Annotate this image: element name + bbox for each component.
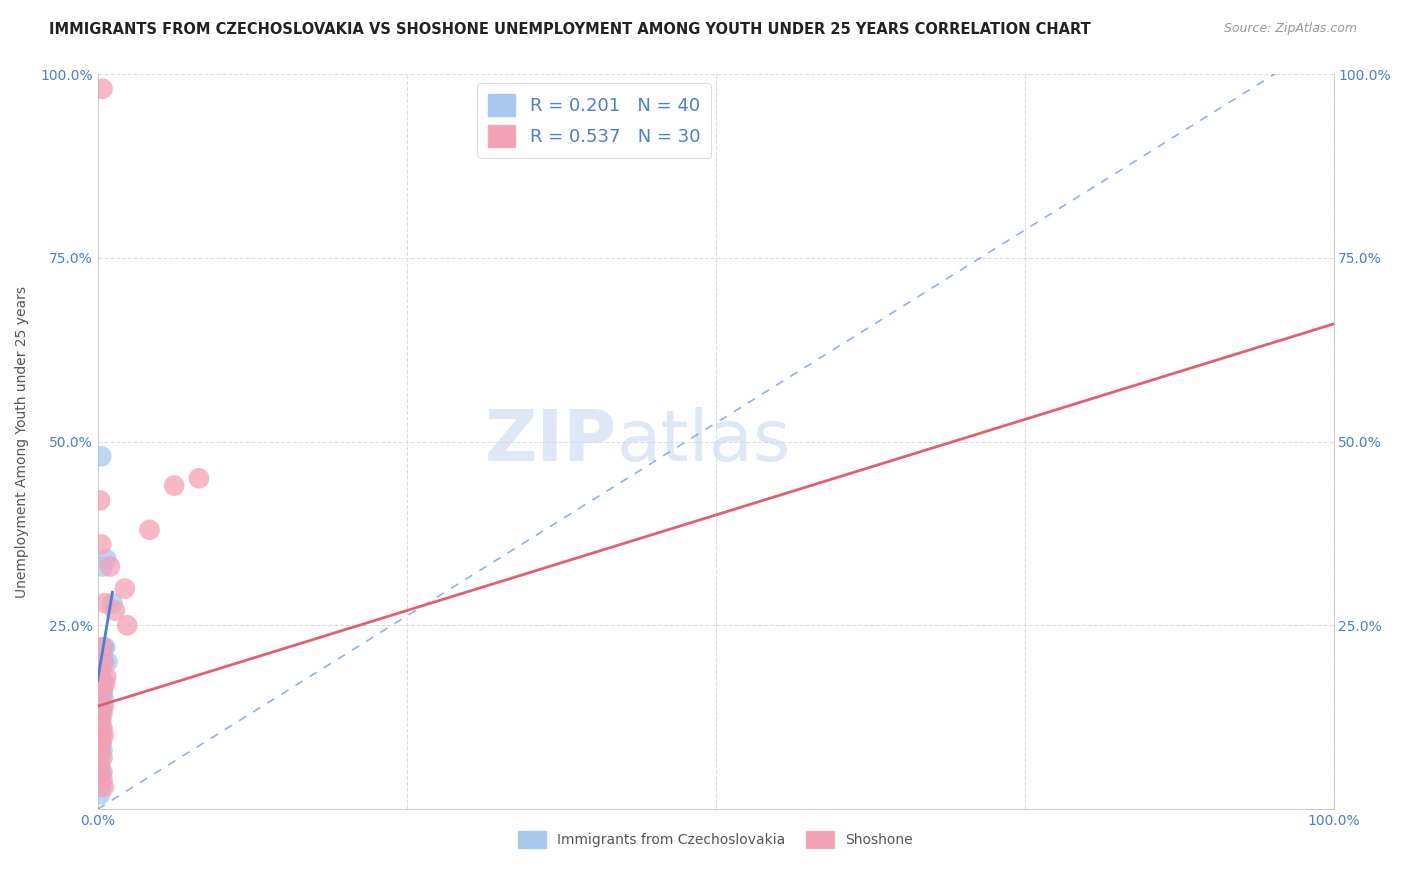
Point	[91, 655, 114, 669]
Point	[90, 736, 112, 750]
Point	[89, 729, 111, 743]
Point	[93, 780, 115, 794]
Text: Source: ZipAtlas.com: Source: ZipAtlas.com	[1223, 22, 1357, 36]
Point	[91, 706, 114, 721]
Point	[90, 662, 112, 676]
Point	[89, 743, 111, 757]
Point	[91, 677, 114, 691]
Point	[89, 662, 111, 676]
Point	[104, 604, 127, 618]
Point	[89, 788, 111, 802]
Point	[91, 743, 114, 757]
Point	[90, 729, 112, 743]
Point	[91, 765, 114, 780]
Y-axis label: Unemployment Among Youth under 25 years: Unemployment Among Youth under 25 years	[15, 285, 30, 598]
Point	[90, 714, 112, 728]
Point	[91, 81, 114, 95]
Text: ZIP: ZIP	[485, 407, 617, 476]
Point	[90, 537, 112, 551]
Point	[94, 677, 117, 691]
Point	[89, 662, 111, 676]
Point	[94, 596, 117, 610]
Point	[90, 691, 112, 706]
Point	[89, 699, 111, 714]
Point	[90, 655, 112, 669]
Point	[96, 670, 118, 684]
Point	[163, 478, 186, 492]
Text: atlas: atlas	[617, 407, 792, 476]
Point	[114, 582, 136, 596]
Point	[89, 655, 111, 669]
Point	[89, 677, 111, 691]
Point	[89, 714, 111, 728]
Point	[91, 684, 114, 698]
Point	[101, 596, 124, 610]
Point	[90, 684, 112, 698]
Point	[91, 559, 114, 574]
Point	[96, 655, 118, 669]
Point	[90, 780, 112, 794]
Point	[89, 750, 111, 764]
Point	[89, 758, 111, 772]
Point	[89, 706, 111, 721]
Point	[94, 640, 117, 655]
Point	[117, 618, 139, 632]
Point	[90, 736, 112, 750]
Point	[93, 655, 115, 669]
Point	[90, 684, 112, 698]
Point	[93, 655, 115, 669]
Legend: Immigrants from Czechoslovakia, Shoshone: Immigrants from Czechoslovakia, Shoshone	[513, 826, 918, 854]
Text: IMMIGRANTS FROM CZECHOSLOVAKIA VS SHOSHONE UNEMPLOYMENT AMONG YOUTH UNDER 25 YEA: IMMIGRANTS FROM CZECHOSLOVAKIA VS SHOSHO…	[49, 22, 1091, 37]
Point	[89, 493, 111, 508]
Point	[91, 684, 114, 698]
Point	[91, 699, 114, 714]
Point	[91, 648, 114, 662]
Point	[90, 765, 112, 780]
Point	[91, 750, 114, 764]
Point	[93, 699, 115, 714]
Point	[91, 640, 114, 655]
Point	[90, 670, 112, 684]
Point	[138, 523, 160, 537]
Point	[96, 552, 118, 566]
Point	[90, 721, 112, 735]
Point	[187, 471, 209, 485]
Point	[89, 670, 111, 684]
Point	[98, 559, 121, 574]
Point	[93, 640, 115, 655]
Point	[91, 721, 114, 735]
Point	[93, 729, 115, 743]
Point	[89, 758, 111, 772]
Point	[93, 640, 115, 655]
Point	[89, 714, 111, 728]
Point	[90, 706, 112, 721]
Point	[91, 648, 114, 662]
Point	[90, 450, 112, 464]
Point	[93, 691, 115, 706]
Point	[91, 772, 114, 787]
